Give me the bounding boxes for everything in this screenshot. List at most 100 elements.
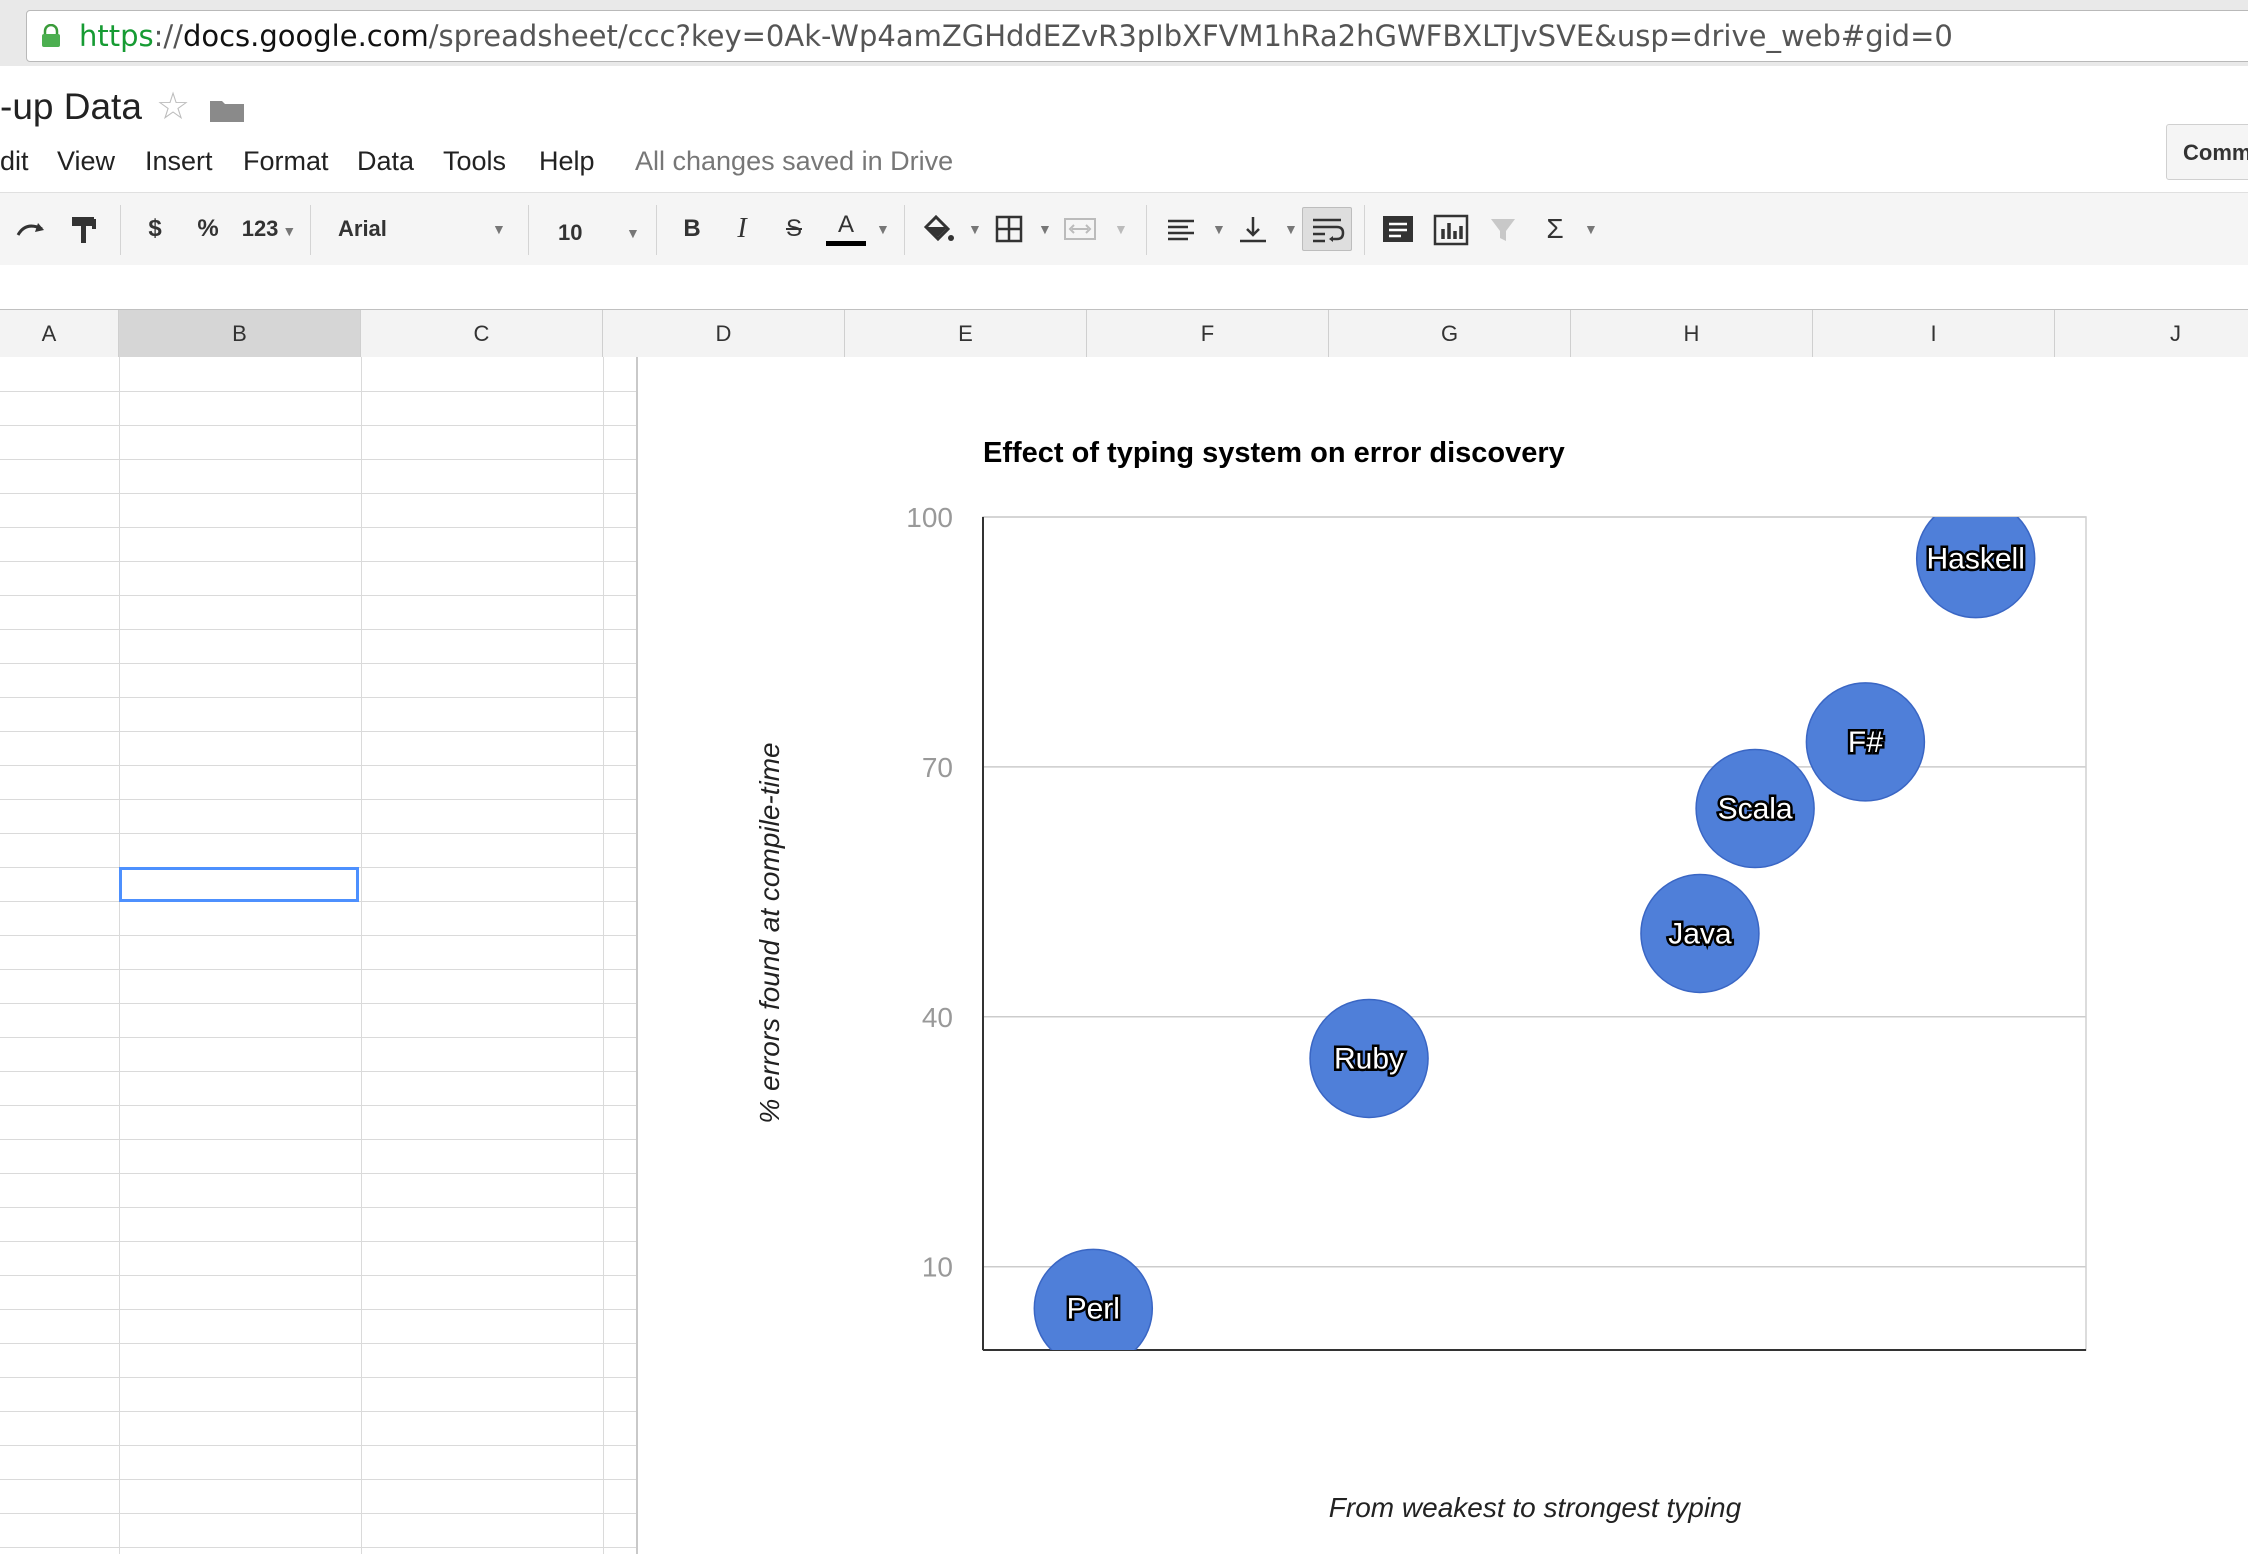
star-icon[interactable]: ☆ [156,86,191,128]
currency-button[interactable]: $ [148,215,162,242]
menu-format[interactable]: Format [243,146,329,176]
bold-button[interactable]: B [683,215,701,242]
chevron-down-icon[interactable]: ▼ [1038,221,1052,237]
text-color-button[interactable]: A [826,207,866,246]
merge-cells-icon[interactable] [1062,211,1098,247]
chevron-down-icon[interactable]: ▼ [1584,221,1598,237]
insert-chart-icon[interactable] [1432,211,1470,247]
chevron-down-icon: ▼ [626,225,640,241]
row-gridline [0,1275,638,1276]
column-header[interactable]: I [1813,310,2055,357]
fill-color-icon[interactable] [920,211,956,247]
font-family-select[interactable]: Arial ▼ [338,211,508,247]
toolbar-separator [656,205,657,255]
column-header-selected[interactable]: B [119,310,361,357]
bubble-ruby[interactable] [1309,998,1429,1119]
column-header[interactable]: F [1087,310,1329,357]
column-header[interactable]: G [1329,310,1571,357]
row-gridline [0,1445,638,1446]
borders-icon[interactable] [994,211,1024,247]
column-header[interactable]: J [2055,310,2248,357]
title-row: -up Data ☆ [0,66,2248,142]
font-family-label: Arial [338,216,387,241]
row-gridline [0,391,638,392]
menu-view[interactable]: View [57,146,116,176]
save-status: All changes saved in Drive [635,146,954,176]
row-gridline [0,493,638,494]
bubble-label: Java [1668,918,1732,951]
x-axis-label: From weakest to strongest typing [1329,1492,1742,1523]
column-header[interactable]: C [361,310,603,357]
y-tick-label: 40 [922,1002,953,1033]
wrap-text-icon[interactable] [1302,207,1352,251]
bubble-java[interactable] [1640,873,1760,994]
menu-bar: dit View Insert Format Data Tools Help A… [0,140,2248,192]
row-gridline [0,1411,638,1412]
url-field[interactable]: https://docs.google.com/spreadsheet/ccc?… [26,10,2248,62]
column-header[interactable]: D [603,310,845,357]
document-title[interactable]: -up Data [0,86,142,127]
chart-canvas: Effect of typing system on error discove… [754,437,2087,1523]
bubble-f-sharp[interactable] [1805,682,1926,802]
filter-icon[interactable] [1488,211,1518,247]
paint-format-icon[interactable] [66,211,100,247]
row-gridline [0,1513,638,1514]
row-gridline [0,425,638,426]
chevron-down-icon[interactable]: ▼ [1212,221,1226,237]
number-format-label: 123 [241,216,279,241]
active-cell[interactable] [119,867,359,902]
column-header[interactable]: A [0,310,119,357]
chevron-down-icon[interactable]: ▼ [1114,221,1128,237]
url-path: /spreadsheet/ccc?key=0Ak-Wp4amZGHddEZvR3… [428,19,1953,53]
row-gridline [0,1479,638,1480]
row-gridline [0,561,638,562]
menu-edit[interactable]: dit [0,146,29,176]
row-gridline [0,731,638,732]
toolbar-separator [528,205,529,255]
row-gridline [0,1241,638,1242]
percent-button[interactable]: % [197,215,219,242]
url-separator: :// [153,19,183,53]
menu-insert[interactable]: Insert [145,146,213,176]
italic-button[interactable]: I [737,213,747,244]
bubble-scala[interactable] [1695,748,1815,869]
y-axis-label: % errors found at compile-time [754,742,785,1123]
row-gridline [0,1173,638,1174]
formula-bar-area [0,265,2248,309]
menu-tools[interactable]: Tools [443,146,507,176]
chevron-down-icon[interactable]: ▼ [876,221,890,237]
font-size-select[interactable]: 10 ▼ [558,215,642,251]
lock-icon [42,24,60,47]
bubble-label: Scala [1718,793,1793,826]
toolbar-separator [1146,205,1147,255]
cell-grid[interactable] [0,357,638,1554]
row-gridline [0,1071,638,1072]
column-gridline [361,357,362,1554]
row-gridline [0,1309,638,1310]
menu-data[interactable]: Data [357,146,415,176]
row-gridline [0,459,638,460]
bubble-perl[interactable] [1033,1248,1154,1367]
column-header[interactable]: H [1571,310,1813,357]
strikethrough-button[interactable]: S [785,215,802,242]
folder-icon[interactable] [210,98,244,122]
redo-icon[interactable] [12,211,52,247]
row-gridline [0,1105,638,1106]
comments-button[interactable]: Comm [2166,124,2248,180]
bubble-haskell[interactable] [1915,500,2036,619]
insert-comment-icon[interactable] [1380,211,1416,247]
row-gridline [0,1003,638,1004]
number-format-button[interactable]: 123 ▼ [234,211,304,247]
embedded-chart[interactable]: Effect of typing system on error discove… [636,357,2248,1554]
column-header[interactable]: E [845,310,1087,357]
chevron-down-icon[interactable]: ▼ [1284,221,1298,237]
menu-help[interactable]: Help [539,146,595,176]
row-gridline [0,765,638,766]
functions-button[interactable]: Σ [1546,213,1564,244]
toolbar-separator [310,205,311,255]
align-left-icon[interactable] [1164,211,1198,247]
vertical-align-icon[interactable] [1236,211,1270,247]
bubble-label: Haskell [1927,543,2025,576]
chevron-down-icon[interactable]: ▼ [968,221,982,237]
y-tick-label: 100 [906,502,953,533]
